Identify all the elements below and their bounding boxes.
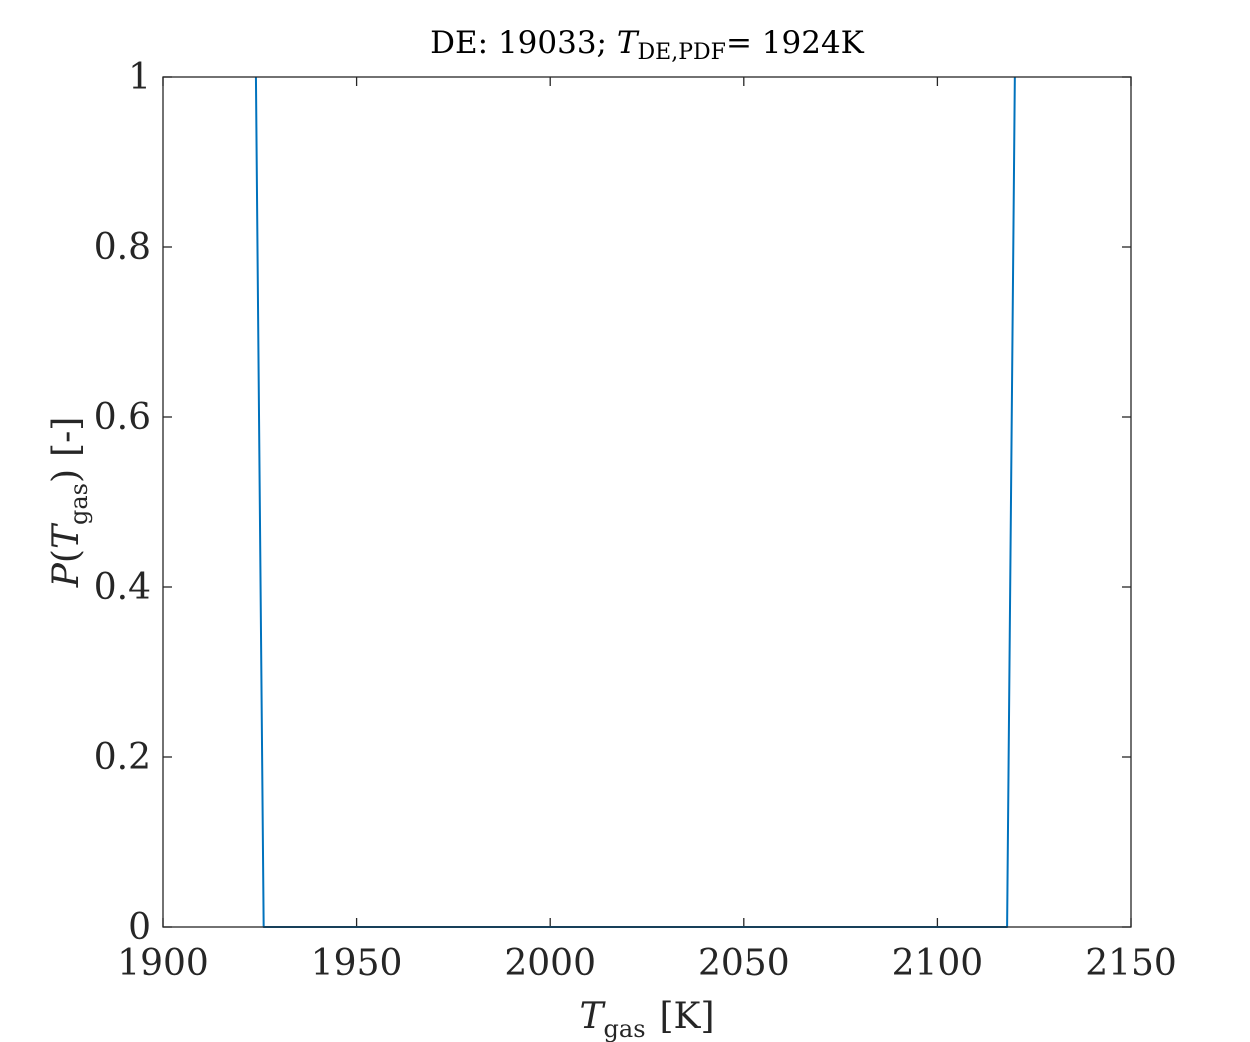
axes-box xyxy=(162,76,1132,928)
x-tick-label: 2000 xyxy=(504,943,596,984)
y-tick-label: 0.6 xyxy=(94,397,151,438)
title-prefix: DE: 19033; xyxy=(430,25,617,61)
tick-labels: 1900 1950 2000 2050 2100 2150 0 0.2 0.4 0.6 0.8 1 xyxy=(94,57,1177,984)
ylabel-close: ) xyxy=(46,469,87,483)
y-axis-label: P(Tgas) [-] xyxy=(46,417,93,589)
ylabel-unit: [-] xyxy=(46,417,87,457)
x-tick-label: 2050 xyxy=(698,943,790,984)
chart-title: DE: 19033; TDE,PDF= 1924K xyxy=(430,25,865,65)
ylabel-sub: gas xyxy=(65,483,93,525)
xlabel-var: T xyxy=(580,996,607,1037)
x-tick-label: 2150 xyxy=(1085,943,1177,984)
plot-area xyxy=(163,77,1131,927)
y-tick-label: 0.8 xyxy=(94,227,151,268)
title-suffix: = 1924K xyxy=(726,25,865,61)
y-tick-label: 0 xyxy=(128,907,151,948)
xlabel-unit: [K] xyxy=(660,996,715,1037)
y-tick-label: 0.2 xyxy=(94,737,151,778)
ylabel-open: ( xyxy=(46,549,87,563)
x-tick-label: 2100 xyxy=(892,943,984,984)
x-axis-label: Tgas [K] xyxy=(580,996,715,1042)
title-sub: DE,PDF xyxy=(638,40,726,65)
ylabel-func: P xyxy=(46,562,87,588)
ylabel-var: T xyxy=(46,522,87,549)
x-tick-label: 1900 xyxy=(117,943,209,984)
x-tick-label: 1950 xyxy=(311,943,403,984)
y-tick-label: 0.4 xyxy=(94,567,151,608)
xlabel-sub: gas xyxy=(604,1015,646,1042)
y-tick-label: 1 xyxy=(128,57,151,98)
title-var: T xyxy=(617,25,640,61)
